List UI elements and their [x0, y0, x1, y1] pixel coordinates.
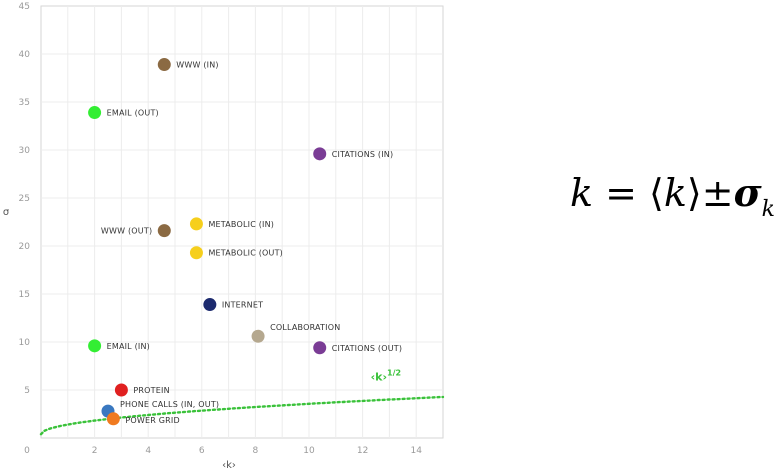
- x-tick-label: 14: [410, 446, 422, 456]
- y-tick-label: 40: [19, 50, 31, 60]
- x-tick-label: 10: [303, 446, 315, 456]
- y-tick-label: 20: [19, 242, 31, 252]
- x-tick-label: 12: [357, 446, 368, 456]
- x-tick-label: 2: [92, 446, 98, 456]
- formula-open-bracket: ⟨: [649, 171, 664, 215]
- data-point-label: PHONE CALLS (IN, OUT): [120, 400, 219, 409]
- formula-subscript-k: k: [761, 197, 775, 222]
- x-tick-label: 4: [145, 446, 151, 456]
- data-point-marker: [313, 147, 327, 161]
- data-point-marker: [157, 58, 171, 72]
- data-point: COLLABORATION: [251, 323, 340, 343]
- data-point-label: POWER GRID: [125, 416, 179, 425]
- data-point-label: INTERNET: [222, 301, 263, 310]
- data-point-label: PROTEIN: [133, 386, 169, 395]
- x-axis-label: ‹k›: [222, 460, 236, 471]
- data-point-label: CITATIONS (OUT): [332, 344, 403, 353]
- data-point-label: EMAIL (OUT): [107, 109, 159, 118]
- data-point-label: WWW (OUT): [101, 227, 152, 236]
- y-tick-label: 5: [24, 386, 30, 396]
- y-axis-label: σ: [3, 207, 10, 218]
- formula-close-bracket: ⟩: [686, 171, 702, 215]
- data-point-marker: [106, 412, 120, 426]
- x-tick-label: 8: [253, 446, 259, 456]
- data-point: CITATIONS (OUT): [313, 341, 403, 355]
- data-point: METABOLIC (IN): [189, 217, 274, 231]
- data-point: POWER GRID: [106, 412, 180, 426]
- data-point-marker: [313, 341, 327, 355]
- y-tick-label: 10: [19, 338, 31, 348]
- data-point-marker: [88, 339, 102, 353]
- data-point-marker: [114, 383, 128, 397]
- data-point: PROTEIN: [114, 383, 170, 397]
- degree-formula: k = ⟨k⟩±σk: [570, 170, 775, 222]
- plot-frame: [40, 5, 444, 439]
- data-point-marker: [203, 298, 217, 312]
- data-point: WWW (OUT): [101, 224, 171, 238]
- data-point-marker: [189, 246, 203, 260]
- curve-label-base: ‹k›: [371, 370, 387, 383]
- data-point-label: METABOLIC (IN): [208, 220, 274, 229]
- curve-label-superscript: 1/2: [387, 368, 401, 377]
- y-tick-label: 35: [19, 98, 30, 108]
- formula-equals: =: [593, 171, 650, 215]
- data-point-marker: [88, 106, 102, 120]
- formula-mean-k: k: [663, 171, 687, 215]
- formula-sigma: σ: [733, 170, 762, 215]
- y-tick-label: 45: [19, 2, 30, 12]
- data-point-marker: [157, 224, 171, 238]
- curve-label: ‹k›1/2: [371, 368, 401, 383]
- grid-lines: [40, 5, 444, 439]
- data-point-label: METABOLIC (OUT): [208, 249, 283, 258]
- y-tick-label: 15: [19, 290, 30, 300]
- formula-plus-minus: ±: [701, 171, 734, 215]
- data-point: EMAIL (IN): [88, 339, 150, 353]
- data-point: INTERNET: [203, 298, 263, 312]
- y-tick-label: 30: [19, 146, 31, 156]
- data-point-marker: [251, 329, 265, 343]
- data-point-marker: [189, 217, 203, 231]
- data-points: WWW (IN) EMAIL (OUT) CITATIONS (IN) METABOL…: [88, 58, 403, 426]
- x-tick-labels: 0 2 4 6 8 10 12 14: [24, 446, 422, 456]
- data-point-label: CITATIONS (IN): [332, 150, 394, 159]
- y-tick-label: 25: [19, 194, 30, 204]
- y-tick-labels: 5 10 15 20 25 30 35 40 45: [19, 2, 31, 396]
- data-point: CITATIONS (IN): [313, 147, 394, 161]
- data-point-label: EMAIL (IN): [107, 342, 150, 351]
- x-tick-label: 0: [24, 446, 30, 456]
- data-point: WWW (IN): [157, 58, 219, 72]
- data-point-label: COLLABORATION: [270, 323, 340, 332]
- formula-k: k: [570, 171, 594, 215]
- x-tick-label: 6: [199, 446, 205, 456]
- data-point: METABOLIC (OUT): [189, 246, 283, 260]
- data-point: EMAIL (OUT): [88, 106, 159, 120]
- data-point-label: WWW (IN): [176, 61, 218, 70]
